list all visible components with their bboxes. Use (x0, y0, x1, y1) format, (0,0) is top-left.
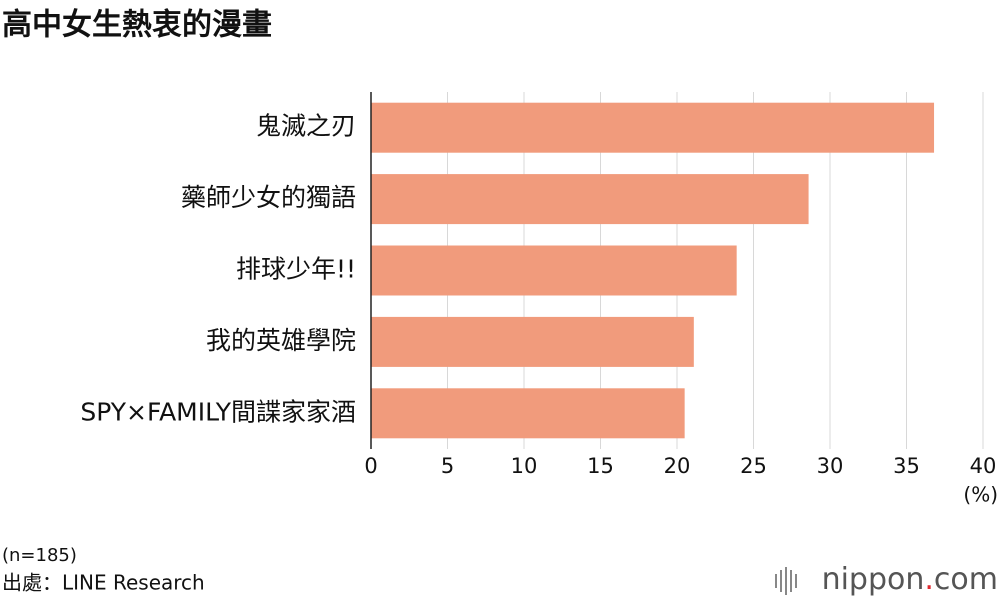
x-tick-label: 30 (817, 454, 844, 478)
y-tick-label: 排球少年!! (236, 255, 356, 284)
logo-icon (775, 567, 797, 595)
logo-domain: com (934, 562, 998, 597)
logo-dot: . (924, 562, 934, 597)
bar (371, 388, 685, 439)
bar (371, 174, 809, 225)
unit-label: (%) (963, 483, 998, 507)
x-tick-label: 0 (364, 454, 377, 478)
note: (n=185) (2, 545, 77, 566)
x-tick-label: 35 (893, 454, 920, 478)
y-tick-label: SPY×FAMILY間諜家家酒 (80, 397, 356, 426)
bar (371, 102, 935, 153)
bar (371, 316, 694, 367)
x-tick-label: 40 (970, 454, 997, 478)
y-tick-label: 鬼滅之刃 (256, 112, 356, 141)
x-tick-label: 5 (441, 454, 454, 478)
y-tick-label: 我的英雄學院 (206, 326, 356, 355)
logo: nippon.com (822, 562, 998, 597)
bar (371, 245, 737, 296)
chart-title: 高中女生熱衷的漫畫 (2, 8, 272, 43)
x-tick-label: 15 (587, 454, 614, 478)
source: 出處：LINE Research (2, 571, 205, 595)
x-tick-label: 25 (740, 454, 767, 478)
logo-name: nippon (822, 562, 925, 597)
x-tick-label: 10 (511, 454, 538, 478)
y-tick-label: 藥師少女的獨語 (181, 183, 356, 212)
x-tick-label: 20 (664, 454, 691, 478)
